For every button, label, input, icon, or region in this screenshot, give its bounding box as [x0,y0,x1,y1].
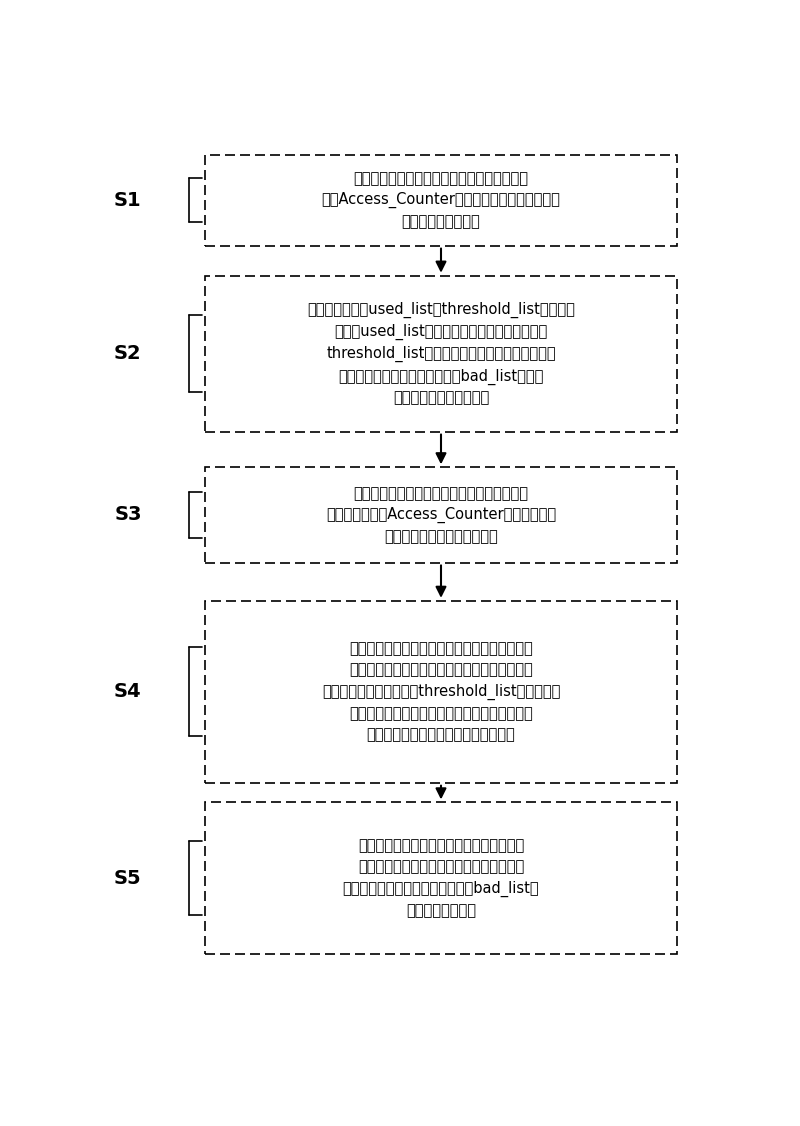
FancyBboxPatch shape [206,600,677,783]
Text: S2: S2 [114,345,142,363]
Text: 为相变内存的物理内存维护一个全局写次数计
数器Access_Counter，其中包含了相变内存中每
个物理页框的写次数: 为相变内存的物理内存维护一个全局写次数计 数器Access_Counter，其中… [322,171,561,230]
Text: 设置一个写入阈值，当内存块本次分配期间的写
入次数超过该写入阈值后，则将该内存块进行释
放，并放入到相应子表的threshold_list中去；同时
再申请分配: 设置一个写入阈值，当内存块本次分配期间的写 入次数超过该写入阈值后，则将该内存块… [322,642,560,742]
FancyBboxPatch shape [206,467,677,563]
Text: S4: S4 [114,682,142,701]
Text: 更新页表和刷新页表缓冲中的对应项；当有
物理内存页的全局写次数超过相变存储单元
的寿命限度时，将该内存页放入到bad_list中
，永远不进行分配: 更新页表和刷新页表缓冲中的对应项；当有 物理内存页的全局写次数超过相变存储单元 … [342,839,539,918]
FancyBboxPatch shape [206,276,677,431]
Text: 在数据写入到物理内存页时，会同步更新全局
的写次数计数器Access_Counter和内存块本次
分配期间的累计写次数计数器: 在数据写入到物理内存页时，会同步更新全局 的写次数计数器Access_Count… [326,485,556,544]
Text: S1: S1 [114,190,142,209]
Text: S3: S3 [114,506,142,525]
FancyBboxPatch shape [206,154,677,245]
Text: S5: S5 [114,868,142,887]
FancyBboxPatch shape [206,803,677,954]
Text: 为每个子表增加used_list和threshold_list两个双向
链表；used_list中保存的是已分配过的空闲块，
threshold_list中保存: 为每个子表增加used_list和threshold_list两个双向 链表；u… [307,302,575,405]
